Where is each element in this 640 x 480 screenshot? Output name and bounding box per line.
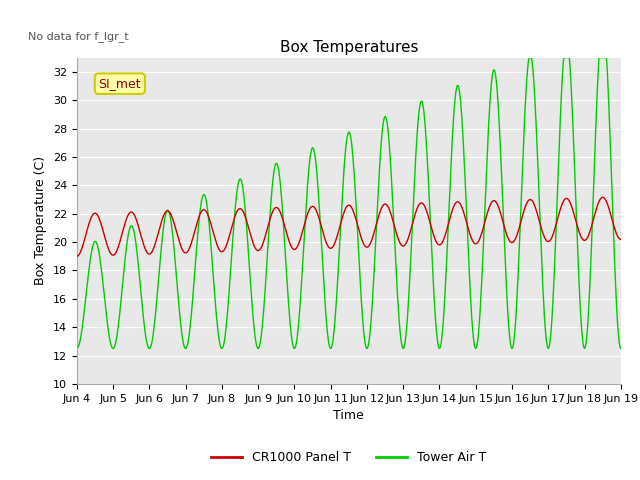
Legend: CR1000 Panel T, Tower Air T: CR1000 Panel T, Tower Air T — [206, 446, 492, 469]
Y-axis label: Box Temperature (C): Box Temperature (C) — [35, 156, 47, 286]
Title: Box Temperatures: Box Temperatures — [280, 40, 418, 55]
Text: SI_met: SI_met — [99, 77, 141, 90]
X-axis label: Time: Time — [333, 409, 364, 422]
Text: No data for f_lgr_t: No data for f_lgr_t — [28, 32, 129, 42]
